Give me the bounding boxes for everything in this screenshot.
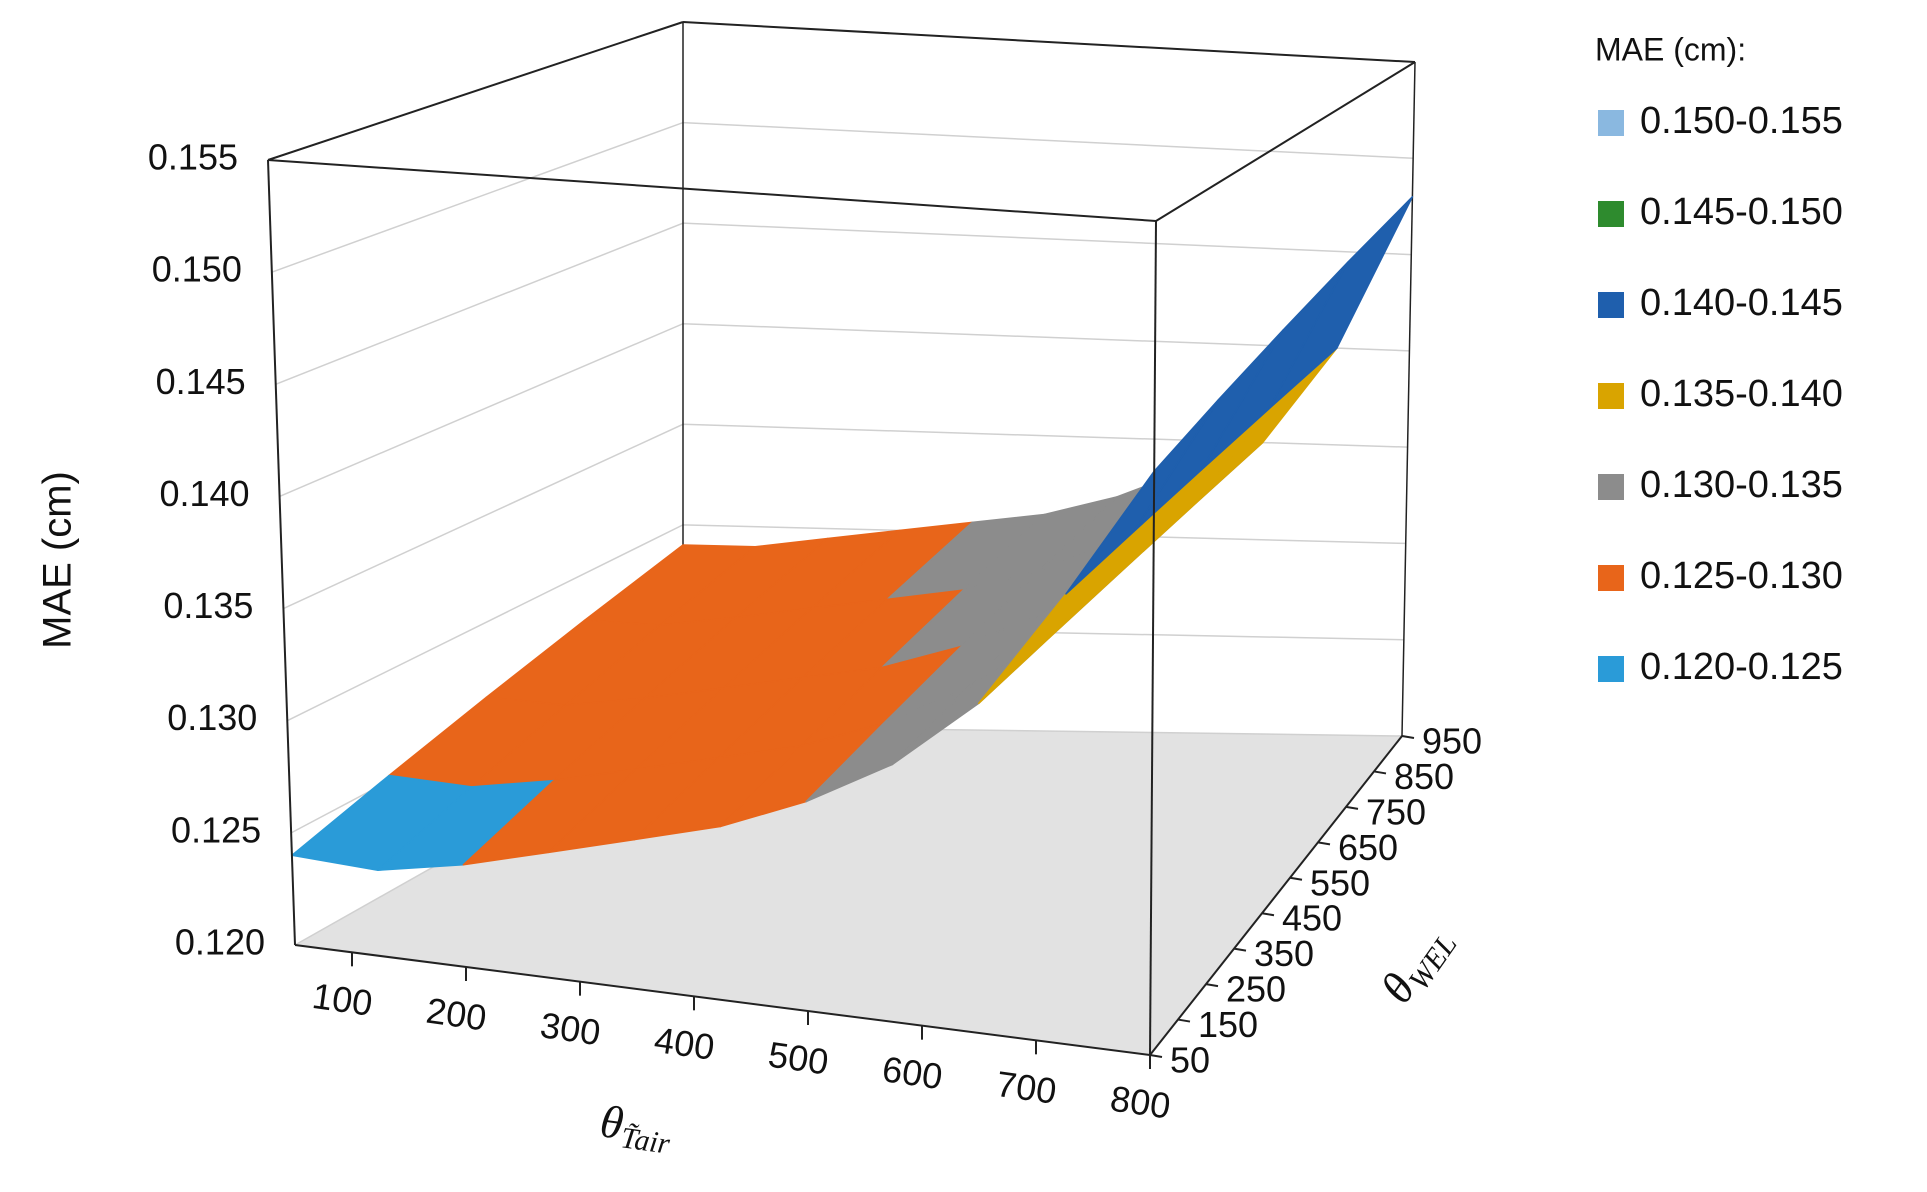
y-tick <box>1401 735 1415 739</box>
x-tick-label: 500 <box>766 1034 831 1083</box>
y-tick-label: 650 <box>1338 827 1398 868</box>
box-edge <box>267 159 296 946</box>
x-axis-label: θT̃air <box>596 1095 675 1161</box>
z-tick-label: 0.155 <box>148 137 238 178</box>
x-tick-label: 600 <box>880 1048 945 1097</box>
grid-line <box>271 121 1414 273</box>
legend-swatch <box>1598 383 1624 409</box>
surface-cell <box>1065 398 1220 595</box>
z-tick-label: 0.135 <box>163 585 253 626</box>
y-tick-label: 450 <box>1282 898 1342 939</box>
y-tick <box>1233 947 1247 952</box>
box-edge <box>267 21 684 161</box>
z-tick-label: 0.150 <box>152 249 242 290</box>
box-edge <box>1149 220 1157 1056</box>
y-tick-label: 350 <box>1254 933 1314 974</box>
y-tick <box>1205 983 1219 988</box>
legend-swatch <box>1598 110 1624 136</box>
y-tick-label: 950 <box>1422 721 1482 762</box>
legend-swatch <box>1598 474 1624 500</box>
box-edge <box>1401 61 1416 737</box>
surface-cell <box>1200 261 1349 471</box>
y-tick <box>1261 912 1275 917</box>
y-tick <box>1177 1018 1191 1023</box>
legend-label: 0.130-0.135 <box>1640 464 1843 506</box>
legend-swatch <box>1598 292 1624 318</box>
y-tick <box>1317 841 1331 846</box>
legend-label: 0.140-0.145 <box>1640 282 1843 324</box>
box-edge <box>294 944 1151 1056</box>
y-tick-label: 850 <box>1394 756 1454 797</box>
legend-label: 0.135-0.140 <box>1640 373 1843 415</box>
legend-label: 0.145-0.150 <box>1640 191 1843 233</box>
y-tick <box>1289 876 1303 881</box>
legend-label: 0.120-0.125 <box>1640 646 1843 688</box>
box-edge <box>682 21 1416 63</box>
grid-line <box>267 21 1416 161</box>
legend-swatch <box>1598 201 1624 227</box>
y-tick-label: 250 <box>1226 969 1286 1010</box>
legend-label: 0.125-0.130 <box>1640 555 1843 597</box>
x-tick-label: 300 <box>538 1004 603 1053</box>
y-axis-label: θWEL <box>1370 915 1464 1015</box>
legend-title: MAE (cm): <box>1595 31 1746 67</box>
y-tick <box>1373 770 1387 775</box>
legend-swatch <box>1598 565 1624 591</box>
x-tick-label: 700 <box>994 1063 1059 1112</box>
x-tick-label: 800 <box>1108 1078 1173 1127</box>
grid-line <box>275 222 1412 385</box>
y-tick <box>1345 805 1359 810</box>
y-tick-label: 750 <box>1366 791 1426 832</box>
y-tick <box>1149 1054 1163 1058</box>
box-edge <box>1155 61 1416 222</box>
y-tick-label: 150 <box>1198 1004 1258 1045</box>
legend-label: 0.150-0.155 <box>1640 100 1843 142</box>
z-tick-label: 0.125 <box>171 809 261 850</box>
box-edge <box>1149 735 1403 1056</box>
z-tick-label: 0.130 <box>167 697 257 738</box>
surface-cell <box>1268 196 1414 410</box>
x-tick-label: 200 <box>424 990 489 1039</box>
legend-swatch <box>1598 656 1624 682</box>
x-tick-label: 400 <box>652 1019 717 1068</box>
box-edge <box>267 159 1157 222</box>
z-tick-label: 0.120 <box>175 922 265 963</box>
x-axis-label-sub: T̃air <box>619 1121 672 1161</box>
y-tick-label: 50 <box>1170 1040 1210 1081</box>
z-tick-label: 0.140 <box>159 473 249 514</box>
y-tick-label: 550 <box>1310 862 1370 903</box>
x-tick-label: 100 <box>310 975 375 1024</box>
z-axis-label: MAE (cm) <box>36 471 80 649</box>
z-tick-label: 0.145 <box>156 361 246 402</box>
